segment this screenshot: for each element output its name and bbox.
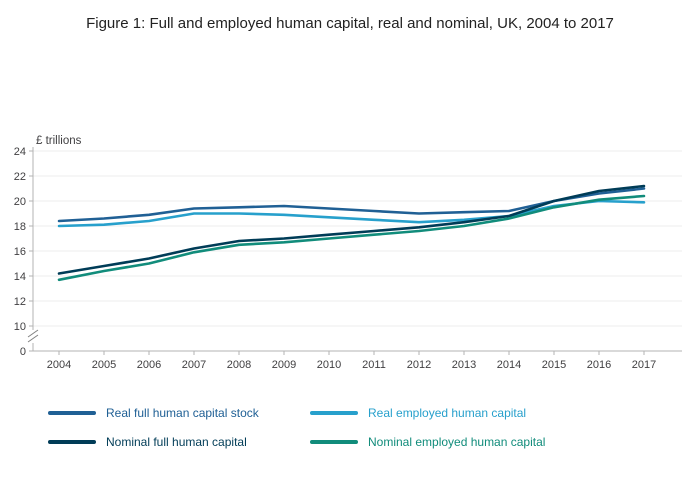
axis-break-mask — [27, 330, 39, 343]
y-tick-label: 22 — [14, 171, 26, 183]
x-tick-label: 2011 — [362, 359, 386, 371]
legend-item: Nominal employed human capital — [310, 435, 545, 449]
axis-break-icon — [27, 334, 39, 343]
x-tick-label: 2016 — [587, 359, 611, 371]
x-tick-label: 2017 — [632, 359, 656, 371]
legend-item: Nominal full human capital — [48, 435, 310, 449]
legend-label: Nominal employed human capital — [368, 435, 546, 449]
x-tick-label: 2008 — [227, 359, 251, 371]
chart-area: 24 22 20 18 16 14 12 10 0 2004 2005 2006 2007 2008 200… — [0, 133, 700, 381]
x-tick-label: 2009 — [272, 359, 296, 371]
x-tick-label: 2012 — [407, 359, 431, 371]
legend-swatch — [48, 411, 96, 415]
legend-label: Real employed human capital — [368, 406, 527, 420]
x-tick-label: 2006 — [137, 359, 161, 371]
series-line — [57, 199, 646, 228]
x-tick-label: 2015 — [542, 359, 566, 371]
legend-label: Nominal full human capital — [106, 435, 247, 449]
legend-swatch — [48, 440, 96, 444]
line-chart: 24 22 20 18 16 14 12 10 0 2004 2005 2006 2007 2008 200… — [14, 135, 682, 371]
y-tick-label: 16 — [14, 246, 26, 258]
series-line — [57, 184, 646, 275]
y-tick-label: 10 — [14, 321, 26, 333]
axis-break-icon — [27, 329, 39, 338]
x-tick-label: 2004 — [47, 359, 71, 371]
legend-swatch — [310, 440, 358, 444]
x-tick-label: 2013 — [452, 359, 476, 371]
x-tick-label: 2010 — [317, 359, 341, 371]
x-tick-label: 2005 — [92, 359, 116, 371]
y-tick-label: 20 — [14, 196, 26, 208]
y-axis-unit-label: £ trillions — [36, 135, 82, 147]
y-tick-label: 14 — [14, 271, 26, 283]
x-tick-label: 2014 — [497, 359, 521, 371]
legend-item: Real full human capital stock — [48, 406, 310, 420]
y-tick-label: 0 — [20, 346, 26, 358]
y-tick-label: 12 — [14, 296, 26, 308]
legend-swatch — [310, 411, 358, 415]
chart-title: Figure 1: Full and employed human capita… — [86, 15, 614, 32]
legend-item: Real employed human capital — [310, 406, 545, 420]
chart-legend: Real full human capital stock Real employ… — [48, 406, 545, 449]
legend-label: Real full human capital stock — [106, 406, 259, 420]
y-tick-label: 18 — [14, 221, 26, 233]
series-line — [57, 194, 646, 282]
y-tick-label: 24 — [14, 146, 26, 158]
x-tick-label: 2007 — [182, 359, 206, 371]
